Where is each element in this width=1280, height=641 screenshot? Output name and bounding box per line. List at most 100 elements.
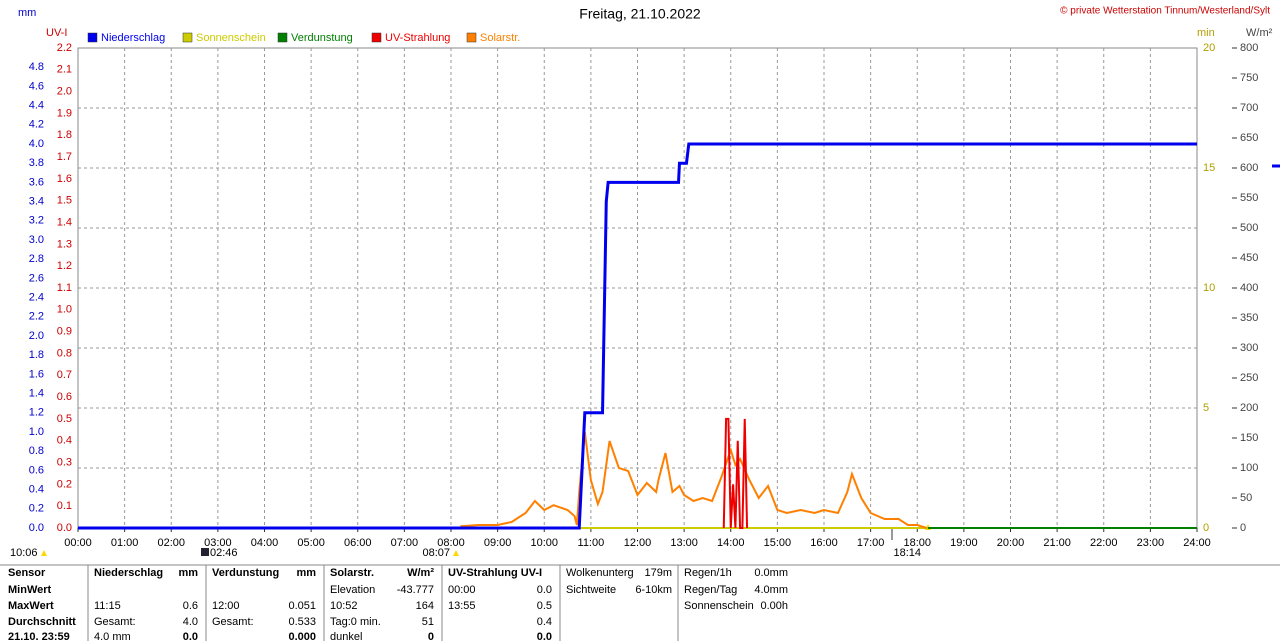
series-line (460, 431, 927, 529)
y-tick-label: 200 (1240, 402, 1258, 414)
cell-label: Sonnenschein (684, 600, 754, 612)
y-tick-label: 700 (1240, 102, 1258, 114)
axis-label: UV-I (46, 27, 67, 39)
cell-label: 00:00 (448, 584, 476, 596)
cell-label: Gesamt: (212, 616, 254, 628)
x-tick-label: 00:00 (64, 537, 92, 549)
y-tick-label: 1.0 (29, 426, 44, 438)
y-tick-label: 1.8 (29, 349, 44, 361)
y-tick-label: 1.4 (57, 216, 72, 228)
y-tick-label: 450 (1240, 252, 1258, 264)
cell-label: Solarstr. (330, 567, 374, 579)
y-tick-label: 0.0 (57, 522, 72, 534)
y-tick-label: 4.0 (29, 138, 44, 150)
y-tick-label: 150 (1240, 432, 1258, 444)
y-tick-label: 0.2 (57, 478, 72, 490)
x-tick-label: 06:00 (344, 537, 372, 549)
y-tick-label: 10 (1203, 282, 1215, 294)
cell-value: 0.5 (537, 600, 552, 612)
x-tick-label: 10:00 (530, 537, 558, 549)
x-tick-label: 05:00 (297, 537, 325, 549)
x-tick-label: 21:00 (1043, 537, 1071, 549)
cell-value: 0.0mm (754, 567, 788, 579)
y-tick-label: 0.5 (57, 413, 72, 425)
y-tick-label: 2.6 (29, 272, 44, 284)
cell-label: Gesamt: (94, 616, 136, 628)
y-tick-label: 15 (1203, 162, 1215, 174)
y-tick-label: 100 (1240, 462, 1258, 474)
y-tick-label: 1.2 (57, 260, 72, 272)
cell-label: Regen/Tag (684, 584, 737, 596)
y-tick-label: 0.6 (57, 391, 72, 403)
sunrise-icon (453, 550, 459, 556)
y-tick-label: 3.4 (29, 196, 44, 208)
cell-label: 10:52 (330, 600, 358, 612)
x-tick-label: 09:00 (484, 537, 512, 549)
y-tick-label: 0.2 (29, 503, 44, 515)
x-tick-label: 04:00 (251, 537, 279, 549)
y-tick-label: 0.3 (57, 456, 72, 468)
cell-value: mm (178, 567, 198, 579)
cell-value: 51 (422, 616, 434, 628)
y-tick-label: 550 (1240, 192, 1258, 204)
y-tick-label: 2.0 (29, 330, 44, 342)
x-tick-label: 14:00 (717, 537, 745, 549)
legend-label: Solarstr. (480, 32, 520, 44)
y-tick-label: 50 (1240, 492, 1252, 504)
y-tick-label: 1.9 (57, 107, 72, 119)
copyright: © private Wetterstation Tinnum/Westerlan… (1060, 6, 1270, 17)
y-tick-label: 0.8 (57, 347, 72, 359)
cell-label: 21.10. 23:59 (8, 631, 70, 641)
x-tick-label: 23:00 (1137, 537, 1165, 549)
cell-label: MaxWert (8, 600, 54, 612)
cell-label: Sichtweite (566, 584, 616, 596)
annotation: 10:06 (10, 547, 38, 559)
moon-icon (201, 548, 209, 556)
cell-value: 0.0 (537, 584, 552, 596)
cell-value: 0.0 (183, 631, 198, 641)
y-tick-label: 2.1 (57, 64, 72, 76)
y-tick-label: 2.2 (29, 311, 44, 323)
cell-value: 0.00h (760, 600, 788, 612)
cell-label: Wolkenunterg (566, 567, 634, 579)
x-tick-label: 12:00 (624, 537, 652, 549)
x-tick-label: 18:00 (903, 537, 931, 549)
cell-label: MinWert (8, 584, 52, 596)
y-tick-label: 1.4 (29, 388, 44, 400)
cell-value: 164 (416, 600, 434, 612)
y-tick-label: 800 (1240, 42, 1258, 54)
y-tick-label: 1.2 (29, 407, 44, 419)
x-tick-label: 20:00 (997, 537, 1025, 549)
y-tick-label: 0.9 (57, 326, 72, 338)
cell-label: 4.0 mm (94, 631, 131, 641)
legend-label: UV-Strahlung (385, 32, 450, 44)
x-tick-label: 11:00 (578, 537, 605, 549)
x-tick-label: 13:00 (670, 537, 698, 549)
legend-label: Verdunstung (291, 32, 353, 44)
y-tick-label: 4.4 (29, 100, 44, 112)
cell-value: 0.051 (288, 600, 316, 612)
x-tick-label: 08:00 (437, 537, 465, 549)
cell-value: 0.0 (537, 631, 552, 641)
y-tick-label: 0.7 (57, 369, 72, 381)
y-tick-label: 1.3 (57, 238, 72, 250)
y-tick-label: 4.2 (29, 119, 44, 131)
y-tick-label: 250 (1240, 372, 1258, 384)
y-tick-label: 3.2 (29, 215, 44, 227)
y-tick-label: 600 (1240, 162, 1258, 174)
x-tick-label: 03:00 (204, 537, 232, 549)
y-tick-label: 1.1 (57, 282, 72, 294)
cell-label: UV-Strahlung UV-I (448, 567, 542, 579)
legend-swatch (371, 32, 382, 43)
legend-swatch (277, 32, 288, 43)
cell-label: Niederschlag (94, 567, 163, 579)
y-tick-label: 3.8 (29, 157, 44, 169)
legend-swatch (466, 32, 477, 43)
y-tick-label: 1.6 (57, 173, 72, 185)
cell-label: Durchschnitt (8, 616, 76, 628)
cell-label: 11:15 (94, 600, 121, 612)
legend-swatch (182, 32, 193, 43)
series-line (722, 417, 749, 529)
y-tick-label: 0.6 (29, 464, 44, 476)
